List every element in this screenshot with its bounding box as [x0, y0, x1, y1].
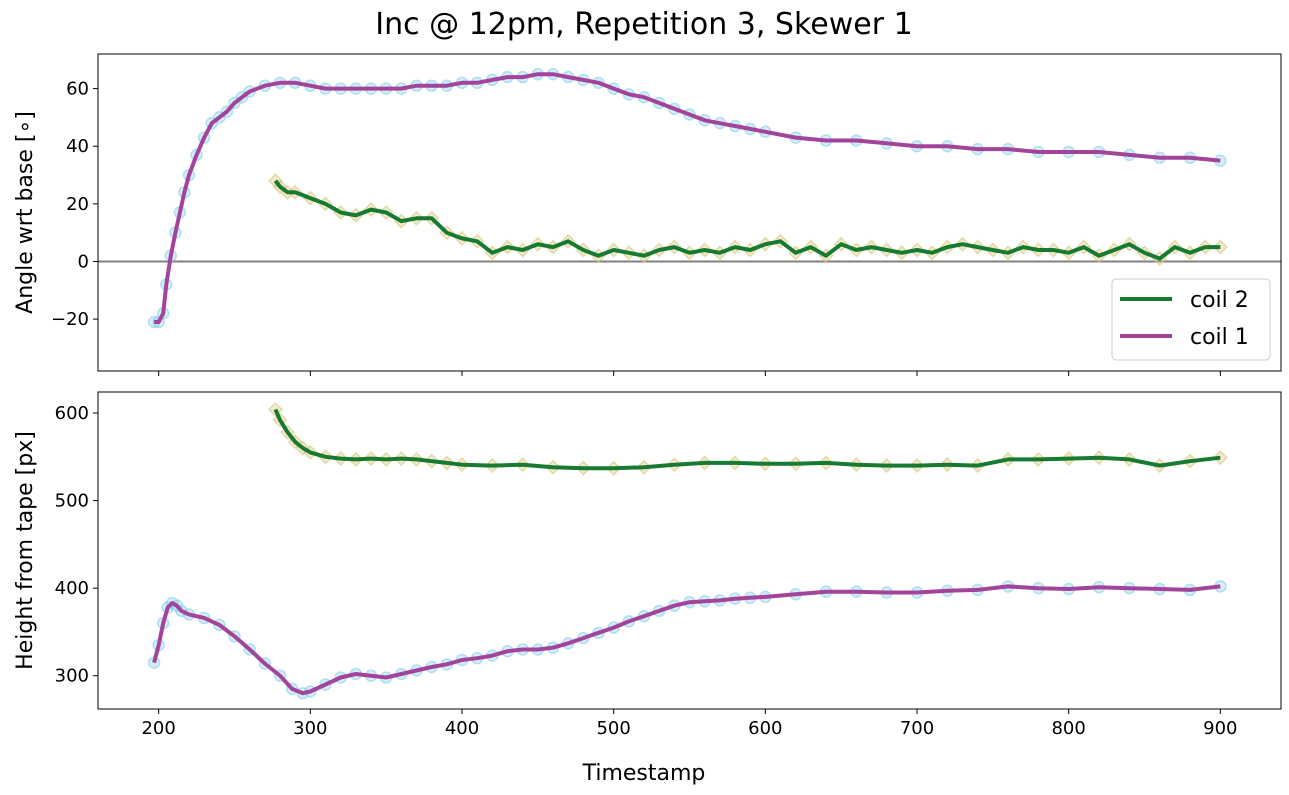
bottom-panel: 200 300 400 500 600 700 800 900 300 400 500 600 Heig… — [13, 391, 1282, 739]
y-axis-label: Height from tape [px] — [13, 431, 38, 670]
y-tick-label: 300 — [55, 666, 89, 687]
x-tick-label: 400 — [445, 718, 479, 739]
y-tick-label: 60 — [66, 79, 89, 100]
y-tick-label: −20 — [51, 309, 89, 330]
y-tick-label: 500 — [55, 491, 89, 512]
plot-area — [147, 401, 1228, 700]
x-tick-label: 800 — [1051, 718, 1085, 739]
legend-label: coil 1 — [1190, 325, 1249, 350]
legend-label: coil 2 — [1190, 288, 1249, 313]
axes-frame — [97, 53, 1282, 372]
top-panel: −20 0 20 40 60 Angle wrt base [∘] coil 2 coil 1 — [13, 53, 1282, 376]
legend: coil 2 coil 1 — [1111, 278, 1271, 361]
series-line-coil-2 — [273, 408, 1221, 471]
x-tick-label: 500 — [596, 718, 630, 739]
series-line-coil-2 — [273, 179, 1221, 261]
axes-frame — [97, 391, 1282, 710]
x-tick-label: 900 — [1203, 718, 1237, 739]
x-tick-label: 300 — [293, 718, 327, 739]
x-tick-label: 600 — [748, 718, 782, 739]
y-tick-label: 40 — [66, 136, 89, 157]
figure-title: Inc @ 12pm, Repetition 3, Skewer 1 — [375, 7, 912, 42]
y-tick-label: 0 — [78, 251, 89, 272]
y-axis-label: Angle wrt base [∘] — [13, 111, 38, 314]
series-line-coil-1 — [154, 72, 1221, 324]
x-tick-label: 200 — [141, 718, 175, 739]
x-axis-label: Timestamp — [582, 761, 706, 786]
data-point — [1212, 450, 1228, 466]
x-tick-label: 700 — [900, 718, 934, 739]
y-tick-label: 400 — [55, 578, 89, 599]
series-coil-1 — [147, 580, 1227, 700]
plot-area — [98, 67, 1281, 329]
y-tick-label: 20 — [66, 194, 89, 215]
series-line-coil-1 — [152, 584, 1221, 696]
data-point — [1212, 239, 1228, 255]
y-tick-label: 600 — [55, 403, 89, 424]
